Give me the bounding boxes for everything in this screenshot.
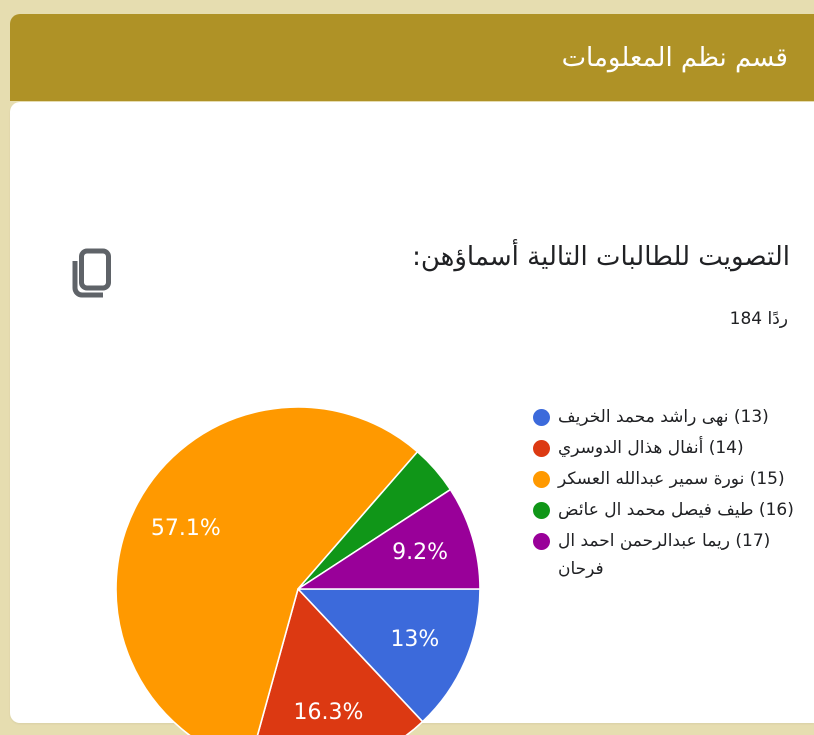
- legend-item-5: (17) ريما عبدالرحمن احمد ال فرحان: [533, 527, 810, 583]
- legend-color-dot: [533, 471, 550, 488]
- legend-label: (17) ريما عبدالرحمن احمد ال فرحان: [558, 531, 771, 579]
- copy-icon: [72, 248, 111, 298]
- pie-slice-label: 57.1%: [151, 516, 221, 541]
- question-title: التصويت للطالبات التالية أسماؤهن:: [412, 242, 790, 272]
- legend-label: (13) نهى راشد محمد الخريف: [558, 407, 769, 427]
- copy-button[interactable]: [62, 242, 118, 306]
- chart-legend: (13) نهى راشد محمد الخريف (14) أنفال هذال…: [533, 403, 810, 586]
- form-header-banner: قسم نظم المعلومات: [10, 14, 814, 101]
- pie-slice-3[interactable]: [115, 406, 419, 735]
- question-card: التصويت للطالبات التالية أسماؤهن: 184 رد…: [10, 102, 814, 735]
- legend-item-1: (13) نهى راشد محمد الخريف: [533, 403, 810, 431]
- pie-slice-2[interactable]: [249, 588, 424, 735]
- pie-slice-label: 16.3%: [294, 700, 364, 725]
- pie-slice-1[interactable]: [297, 588, 481, 723]
- pie-slice-5[interactable]: [297, 488, 481, 590]
- legend-item-3: (15) نورة سمير عبدالله العسكر: [533, 465, 810, 493]
- pie-slice-label: 9.2%: [392, 540, 448, 565]
- legend-label: (15) نورة سمير عبدالله العسكر: [558, 469, 785, 489]
- legend-label: (14) أنفال هذال الدوسري: [558, 438, 744, 458]
- legend-label: (16) طيف فيصل محمد ال عائض: [558, 500, 794, 520]
- legend-color-dot: [533, 502, 550, 519]
- pie-chart: 13% 16.3% 57.1% 9.2%: [115, 406, 481, 735]
- legend-color-dot: [533, 440, 550, 457]
- legend-color-dot: [533, 533, 550, 550]
- legend-item-2: (14) أنفال هذال الدوسري: [533, 434, 810, 462]
- pie-slice-label: 13%: [390, 627, 439, 652]
- form-title: قسم نظم المعلومات: [561, 42, 788, 73]
- response-count: 184 ردًا: [729, 309, 788, 329]
- legend-color-dot: [533, 409, 550, 426]
- legend-item-4: (16) طيف فيصل محمد ال عائض: [533, 496, 810, 524]
